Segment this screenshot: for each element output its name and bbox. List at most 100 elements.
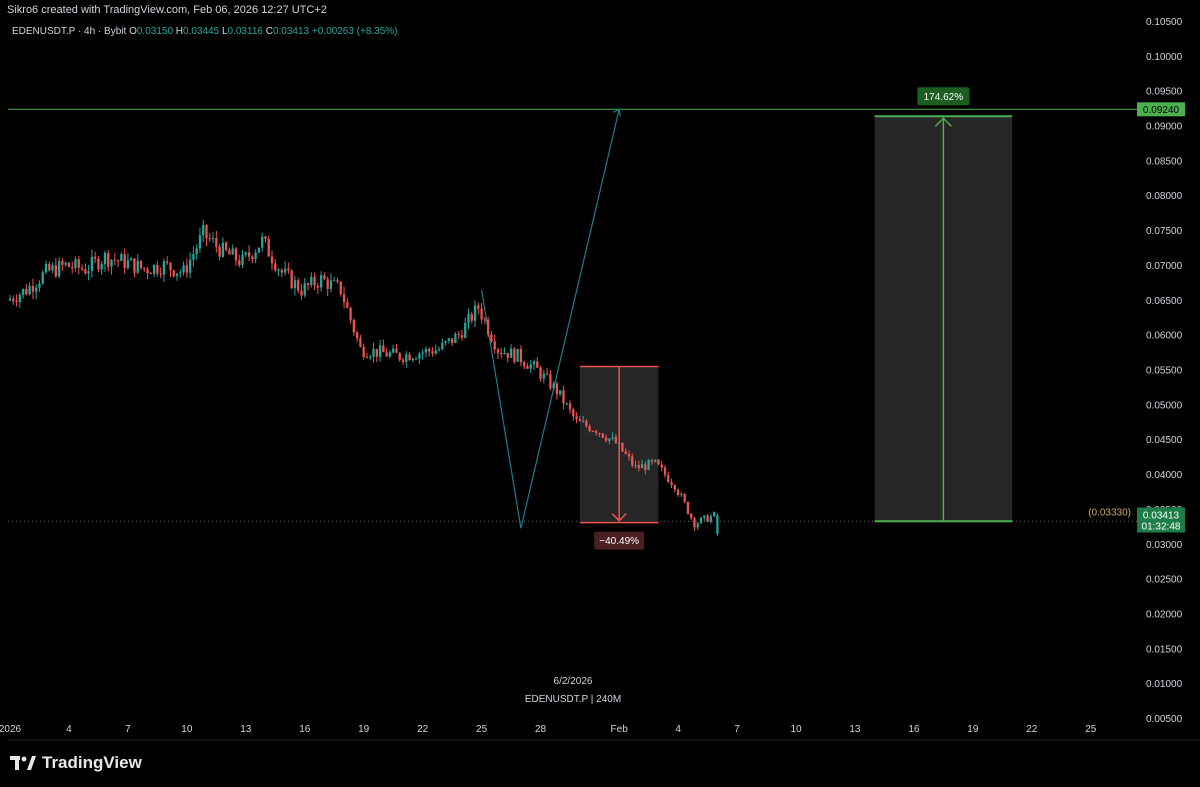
price-tick-label: 0.03000 — [1146, 540, 1183, 551]
candle-body — [195, 248, 198, 254]
candle-body — [339, 281, 342, 295]
candle-body — [434, 350, 437, 354]
candle-body — [359, 338, 362, 347]
candle-body — [35, 287, 38, 292]
tradingview-logo[interactable]: TradingView — [10, 753, 142, 773]
candle-body — [251, 256, 254, 260]
candle-body — [703, 515, 706, 518]
candle-body — [568, 403, 572, 410]
price-tick-label: 0.09000 — [1146, 122, 1183, 133]
candle-body — [287, 268, 290, 271]
candle-body — [585, 421, 588, 427]
candle-body — [588, 426, 591, 432]
candle-body — [706, 515, 709, 522]
time-tick-label: 16 — [299, 724, 311, 735]
candle-body — [709, 516, 712, 522]
candle-body — [342, 294, 346, 303]
candle-body — [25, 288, 28, 295]
candle-body — [382, 345, 385, 353]
candle-body — [634, 464, 637, 466]
candle-body — [604, 437, 608, 441]
candle-body — [500, 352, 503, 355]
candle-body — [51, 265, 54, 271]
candle-body — [624, 451, 627, 454]
candle-body — [621, 442, 624, 452]
candle-body — [565, 403, 568, 405]
candle-body — [408, 354, 411, 361]
candle-body — [454, 334, 457, 344]
candle-body — [179, 272, 182, 274]
candle-body — [234, 248, 238, 261]
candle-body — [126, 260, 130, 269]
candle-body — [431, 351, 434, 354]
candle-body — [490, 334, 493, 342]
candle-body — [61, 261, 64, 265]
time-tick-label: 10 — [790, 724, 802, 735]
attribution-text: Sikro6 created with TradingView.com, Feb… — [7, 4, 327, 16]
candle-body — [244, 252, 247, 255]
legend-high: H0.03445 — [176, 26, 219, 37]
candle-body — [18, 294, 21, 303]
candle-body — [107, 252, 110, 267]
candle-body — [120, 254, 123, 261]
candle-body — [428, 348, 431, 352]
candle-body — [143, 267, 146, 270]
candle-body — [41, 272, 44, 284]
candle-body — [595, 431, 598, 434]
price-axis-panel — [1136, 0, 1200, 740]
price-tick-label: 0.01000 — [1146, 679, 1183, 690]
price-tick-label: 0.02500 — [1146, 575, 1183, 586]
candle-body — [395, 348, 398, 353]
candle-body — [549, 374, 552, 389]
candle-body — [654, 459, 657, 462]
candle-body — [418, 353, 421, 359]
price-tick-label: 0.06000 — [1146, 331, 1183, 342]
candle-body — [319, 275, 323, 288]
price-tick-label: 0.05500 — [1146, 366, 1183, 377]
candle-body — [254, 252, 257, 260]
candle-body — [369, 356, 372, 358]
candle-body — [166, 261, 169, 263]
candle-body — [12, 298, 15, 302]
candle-body — [202, 224, 205, 236]
candle-body — [208, 238, 211, 240]
candle-body — [680, 494, 683, 496]
candle-body — [172, 270, 175, 277]
candle-body — [660, 464, 663, 468]
candle-body — [637, 464, 640, 469]
candle-body — [225, 242, 228, 251]
candle-body — [441, 342, 444, 350]
candle-body — [493, 341, 496, 350]
candle-body — [513, 348, 516, 362]
o-value: 0.03150 — [136, 26, 174, 37]
candle-body — [110, 259, 113, 267]
candle-body — [581, 421, 585, 423]
o-label: O — [129, 26, 137, 37]
last-price-label: 0.03413 — [1143, 510, 1180, 521]
candle-body — [247, 252, 251, 257]
price-tick-label: 0.07500 — [1146, 226, 1183, 237]
candle-body — [323, 275, 326, 280]
price-tick-label: 0.07000 — [1146, 261, 1183, 272]
candle-body — [618, 442, 621, 444]
candle-body — [175, 273, 179, 277]
c-value: 0.03413 — [272, 26, 310, 37]
candle-body — [293, 280, 297, 289]
candle-body — [578, 419, 581, 422]
candle-body — [77, 259, 80, 268]
candle-body — [450, 338, 454, 344]
candle-body — [316, 285, 319, 288]
candle-body — [401, 359, 405, 362]
candle-body — [149, 273, 152, 275]
candle-body — [372, 348, 375, 357]
tradingview-wordmark: TradingView — [42, 753, 142, 772]
legend-open: O0.03150 — [129, 26, 173, 37]
loss-arrow-head — [611, 513, 627, 522]
candle-body — [274, 263, 277, 271]
candle-body — [693, 517, 696, 528]
price-tick-label: 0.08500 — [1146, 156, 1183, 167]
candle-body — [38, 283, 41, 288]
candle-body — [257, 247, 261, 253]
time-tick-label: 25 — [476, 724, 488, 735]
